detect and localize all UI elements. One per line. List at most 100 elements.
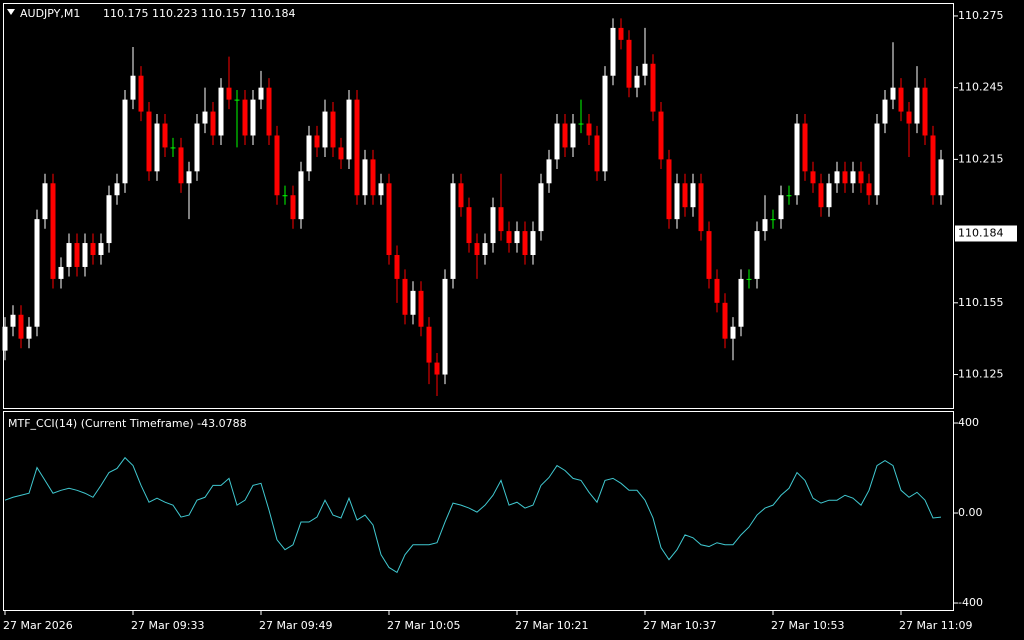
candle-body (162, 123, 168, 148)
candle-body (682, 183, 688, 208)
candle-body (690, 183, 696, 208)
candle-body (258, 87, 264, 100)
candle-body (338, 147, 344, 160)
candle-body (306, 135, 312, 172)
candle-body (730, 326, 736, 339)
candle-body (26, 326, 32, 339)
indicator-panel-border (3, 411, 954, 611)
candle-body (130, 75, 136, 100)
candle-body (418, 290, 424, 327)
candle-body (426, 326, 432, 363)
x-tick-label: 27 Mar 2026 (3, 619, 73, 632)
candle-body (354, 99, 360, 196)
candle-body (290, 195, 296, 220)
candle-body (2, 326, 8, 351)
candle-body (786, 195, 792, 197)
candle-body (698, 183, 704, 232)
menu-triangle[interactable] (7, 9, 15, 15)
candle-body (602, 75, 608, 172)
candle-body (738, 278, 744, 327)
candle-body (10, 314, 16, 327)
candle-body (122, 99, 128, 184)
candle-body (98, 243, 104, 256)
indicator-title: MTF_CCI(14) (Current Timeframe) -43.0788 (8, 417, 247, 430)
candle-body (410, 290, 416, 315)
y-tick-label: 400 (958, 416, 979, 429)
candle-body (762, 219, 768, 232)
candle-body (866, 183, 872, 196)
candle-body (666, 159, 672, 220)
candle-body (898, 87, 904, 112)
candle-body (442, 278, 448, 375)
candle-body (722, 302, 728, 339)
candle-body (178, 147, 184, 184)
candle-body (34, 219, 40, 327)
ohlc-label: 110.175 110.223 110.157 110.184 (103, 7, 295, 20)
candle-body (914, 87, 920, 124)
candle-body (610, 27, 616, 76)
candle-body (538, 183, 544, 232)
candle-body (922, 87, 928, 136)
candle-body (274, 135, 280, 196)
candle-body (554, 123, 560, 160)
candle-body (490, 207, 496, 244)
candle-body (586, 123, 592, 136)
candle-body (58, 266, 64, 279)
candle-body (482, 243, 488, 256)
candle-body (202, 111, 208, 124)
candle-body (458, 183, 464, 208)
y-tick-label: 110.275 (958, 9, 1004, 22)
candle-body (74, 243, 80, 267)
y-tick-label: 0.00 (958, 506, 983, 519)
candle-body (314, 135, 320, 148)
last-price-label: 110.184 (958, 226, 1004, 239)
candle-body (298, 171, 304, 220)
candle-body (618, 27, 624, 40)
candle-body (594, 135, 600, 172)
candle-body (674, 183, 680, 220)
symbol-label: AUDJPY,M1 (20, 7, 80, 20)
candle-body (546, 159, 552, 184)
candle-body (146, 111, 152, 172)
candle-body (106, 195, 112, 244)
candle-body (714, 278, 720, 303)
candle-body (562, 123, 568, 148)
candle-body (890, 87, 896, 100)
candle-body (466, 207, 472, 244)
candle-body (330, 111, 336, 148)
candle-body (266, 87, 272, 136)
cci-line (4, 456, 942, 574)
candle-body (250, 99, 256, 136)
candle-body (66, 243, 72, 267)
candle-body (506, 231, 512, 244)
candle-body (50, 183, 56, 279)
candle-body (90, 243, 96, 256)
candle-body (530, 231, 536, 256)
candle-body (658, 111, 664, 160)
candle-body (642, 63, 648, 76)
candle-body (706, 231, 712, 279)
candle-body (834, 171, 840, 184)
candle-body (746, 278, 752, 280)
candle-body (770, 219, 776, 221)
y-tick-label: 110.155 (958, 296, 1004, 309)
candle-body (138, 75, 144, 112)
candle-body (402, 278, 408, 315)
candle-body (498, 207, 504, 232)
candle-body (434, 362, 440, 375)
candle-body (874, 123, 880, 196)
candle-body (322, 111, 328, 148)
candle-body (378, 183, 384, 196)
candle-body (906, 111, 912, 124)
candle-body (474, 243, 480, 256)
candle-body (754, 231, 760, 279)
main-panel-border (3, 3, 954, 409)
x-tick-label: 27 Mar 10:37 (643, 619, 716, 632)
candle-body (522, 231, 528, 256)
candle-body (218, 87, 224, 136)
candle-body (938, 159, 944, 196)
x-tick-label: 27 Mar 10:05 (387, 619, 460, 632)
candle-body (818, 183, 824, 208)
candle-body (82, 243, 88, 267)
candle-body (826, 183, 832, 208)
